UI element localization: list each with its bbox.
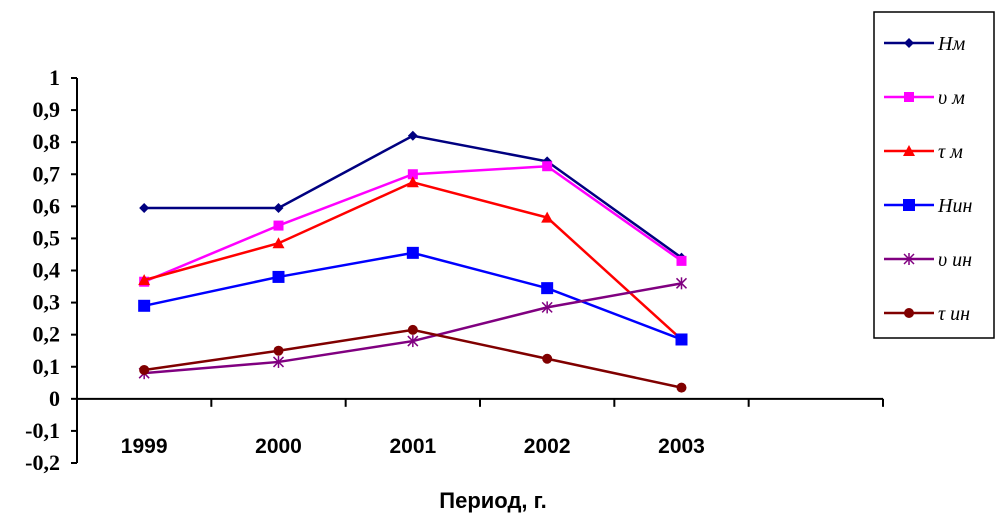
y-axis-ticks: -0,2 -0,1 0 0,1 0,2 0,3 0,4 0,5 0,6 0,7 0,8 0,9 1 bbox=[25, 65, 77, 475]
legend-box bbox=[873, 11, 995, 339]
data-point bbox=[541, 301, 553, 314]
data-point bbox=[138, 274, 151, 286]
legend-item: υ м bbox=[884, 87, 965, 109]
legend-item: τ ин bbox=[884, 303, 970, 325]
data-point bbox=[407, 130, 418, 141]
series bbox=[139, 324, 687, 393]
legend: Нм υ м τ м Нин υ ин τ ин bbox=[873, 11, 995, 339]
data-point bbox=[406, 246, 419, 259]
x-tick-label: 2003 bbox=[658, 435, 705, 458]
legend-item: Нин bbox=[884, 195, 972, 217]
data-point bbox=[904, 38, 914, 48]
y-tick-label: 0,6 bbox=[33, 193, 61, 218]
legend-label: Нм bbox=[937, 33, 965, 55]
data-point bbox=[675, 333, 688, 346]
data-point bbox=[138, 299, 151, 312]
data-point bbox=[904, 92, 914, 102]
y-tick-label: 0,5 bbox=[33, 225, 61, 250]
data-point bbox=[272, 355, 285, 368]
data-point bbox=[903, 253, 915, 265]
legend-label: υ м bbox=[938, 87, 965, 109]
y-tick-label: 0,3 bbox=[33, 290, 61, 315]
data-point bbox=[273, 202, 284, 213]
series bbox=[139, 130, 687, 263]
x-axis-label: Период, г. bbox=[439, 488, 546, 513]
data-point bbox=[139, 364, 150, 375]
data-point bbox=[675, 277, 688, 290]
data-point bbox=[676, 255, 687, 266]
x-tick-label: 2002 bbox=[524, 435, 571, 458]
legend-label: τ ин bbox=[938, 303, 970, 325]
y-tick-label: 0 bbox=[49, 386, 60, 411]
x-axis-ticks: 1999 2000 2001 2002 2003 bbox=[121, 398, 884, 458]
data-point bbox=[903, 199, 915, 211]
data-point bbox=[541, 211, 554, 223]
legend-label: Нин bbox=[937, 195, 972, 217]
data-point bbox=[273, 345, 284, 356]
legend-item: τ м bbox=[884, 141, 963, 163]
y-tick-label: 0,4 bbox=[33, 258, 61, 283]
data-point bbox=[407, 335, 419, 348]
legend-item: υ ин bbox=[884, 249, 972, 271]
legend-item: Нм bbox=[884, 33, 965, 55]
data-point bbox=[273, 220, 284, 231]
data-point bbox=[406, 176, 419, 188]
y-tick-label: 0,8 bbox=[33, 129, 61, 154]
data-point bbox=[542, 161, 553, 172]
y-tick-label: 0,1 bbox=[33, 354, 61, 379]
y-tick-label: 0,2 bbox=[33, 322, 61, 347]
data-point bbox=[272, 270, 285, 283]
series bbox=[138, 246, 688, 346]
data-point bbox=[139, 202, 150, 213]
data-point bbox=[903, 145, 915, 156]
x-tick-label: 2000 bbox=[255, 435, 302, 458]
data-point bbox=[542, 353, 553, 364]
y-tick-label: -0,1 bbox=[25, 418, 60, 443]
data-point bbox=[272, 237, 285, 249]
y-tick-label: -0,2 bbox=[25, 450, 60, 475]
data-point bbox=[541, 282, 554, 295]
data-point bbox=[407, 169, 418, 180]
series-line bbox=[144, 134, 683, 259]
x-tick-label: 1999 bbox=[121, 435, 168, 458]
legend-label: τ м bbox=[938, 141, 963, 163]
series-line bbox=[143, 180, 683, 341]
x-tick-label: 2001 bbox=[389, 435, 436, 458]
y-tick-label: 0,7 bbox=[33, 161, 61, 186]
data-point bbox=[676, 382, 687, 393]
data-point bbox=[407, 324, 418, 335]
series-group bbox=[138, 130, 688, 393]
legend-label: υ ин bbox=[938, 249, 972, 271]
data-point bbox=[904, 308, 914, 318]
y-tick-label: 0,9 bbox=[33, 97, 61, 122]
y-tick-label: 1 bbox=[49, 65, 60, 90]
